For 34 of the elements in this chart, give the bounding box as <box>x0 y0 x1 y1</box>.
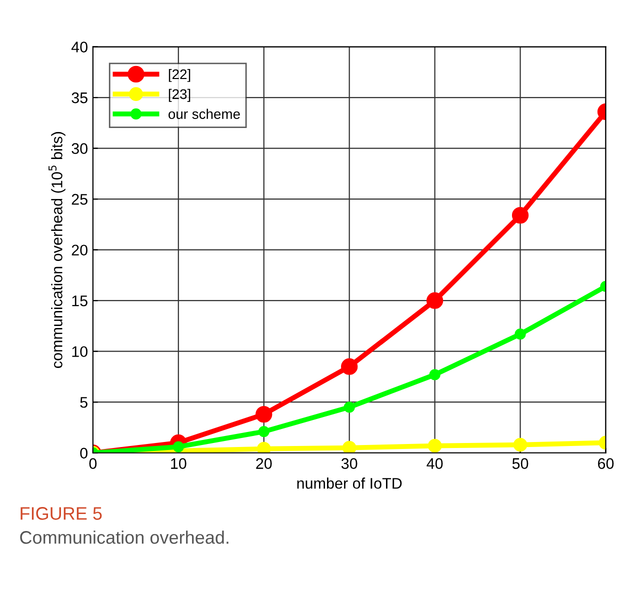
point <box>514 328 526 340</box>
text: Communication overhead. <box>20 530 228 544</box>
x-tick-label: 10 <box>171 458 186 469</box>
y-tick-label: 10 <box>72 346 88 358</box>
y-axis-title: communication overhead (10$^{5}$ bits) <box>48 132 66 368</box>
caption: FIGURE 5 <box>20 507 102 520</box>
point <box>428 438 442 453</box>
x-tick-label: 20 <box>256 458 272 469</box>
y-tick-label: 0 <box>80 448 88 459</box>
point <box>426 292 444 309</box>
point <box>344 402 355 413</box>
point <box>256 406 272 423</box>
y-tick-label: 35 <box>72 92 88 104</box>
y-tick-label: 25 <box>72 194 88 205</box>
legend-label: [22] <box>168 68 190 82</box>
x-tick-label: 30 <box>341 458 358 469</box>
x-tick-label: 50 <box>512 458 528 469</box>
x-tick-label: 0 <box>89 458 97 469</box>
x-axis-title: number of IoTD <box>297 478 402 489</box>
y-tick-label: 15 <box>72 296 88 306</box>
y-tick-label: 40 <box>71 42 88 52</box>
x-tick-label: 40 <box>426 458 443 469</box>
y-tick-label: 30 <box>72 143 88 154</box>
point <box>258 426 270 438</box>
y-tick-label: 20 <box>72 244 88 256</box>
legend-label: our scheme <box>168 108 240 119</box>
x-tick-label: 60 <box>598 458 614 469</box>
y-tick-label: 5 <box>80 397 88 408</box>
point <box>513 438 528 452</box>
point <box>429 369 440 380</box>
point <box>342 440 356 453</box>
point <box>341 358 358 375</box>
legend-label: [23] <box>168 88 190 102</box>
point <box>512 206 529 224</box>
